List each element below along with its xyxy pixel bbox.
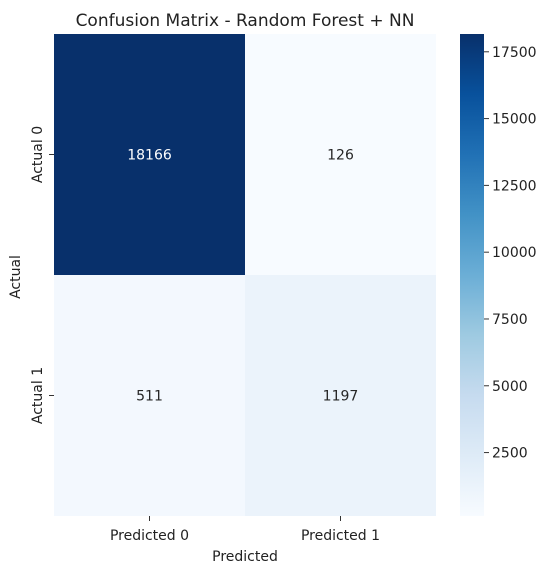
- heatmap-cell-1-1: [245, 275, 436, 516]
- x-tick-label: Predicted 1: [301, 528, 380, 544]
- colorbar-tick-label: 2500: [492, 446, 528, 462]
- colorbar-tick-label: 12500: [492, 178, 537, 194]
- x-axis-label: Predicted: [212, 549, 278, 565]
- chart-title: Confusion Matrix - Random Forest + NN: [76, 11, 415, 31]
- y-axis-label: Actual: [8, 255, 24, 299]
- y-tick-label: Actual 1: [30, 367, 46, 424]
- heatmap-cells: 18166 126 511 1197: [54, 34, 436, 516]
- cell-value-label-1-0: 511: [136, 389, 163, 405]
- x-axis-ticks: Predicted 0 Predicted 1: [110, 516, 380, 544]
- colorbar-tick-label: 10000: [492, 245, 537, 261]
- colorbar-tick-label: 15000: [492, 112, 537, 128]
- colorbar: [460, 34, 484, 516]
- cell-value-label-0-1: 126: [327, 148, 354, 164]
- colorbar-tick-label: 5000: [492, 379, 528, 395]
- cell-value-label-1-1: 1197: [323, 389, 359, 405]
- colorbar-tick-label: 7500: [492, 312, 528, 328]
- colorbar-ticks: 2500 5000 7500 10000 12500 15000 17500: [484, 45, 537, 462]
- heatmap-cell-0-0: [54, 34, 245, 275]
- heatmap-cell-1-0: [54, 275, 245, 516]
- y-axis-ticks: Actual 0 Actual 1: [30, 126, 54, 424]
- colorbar-tick-label: 17500: [492, 45, 537, 61]
- x-tick-label: Predicted 0: [110, 528, 189, 544]
- y-tick-label: Actual 0: [30, 126, 46, 183]
- cell-value-label-0-0: 18166: [127, 148, 172, 164]
- heatmap-cell-0-1: [245, 34, 436, 275]
